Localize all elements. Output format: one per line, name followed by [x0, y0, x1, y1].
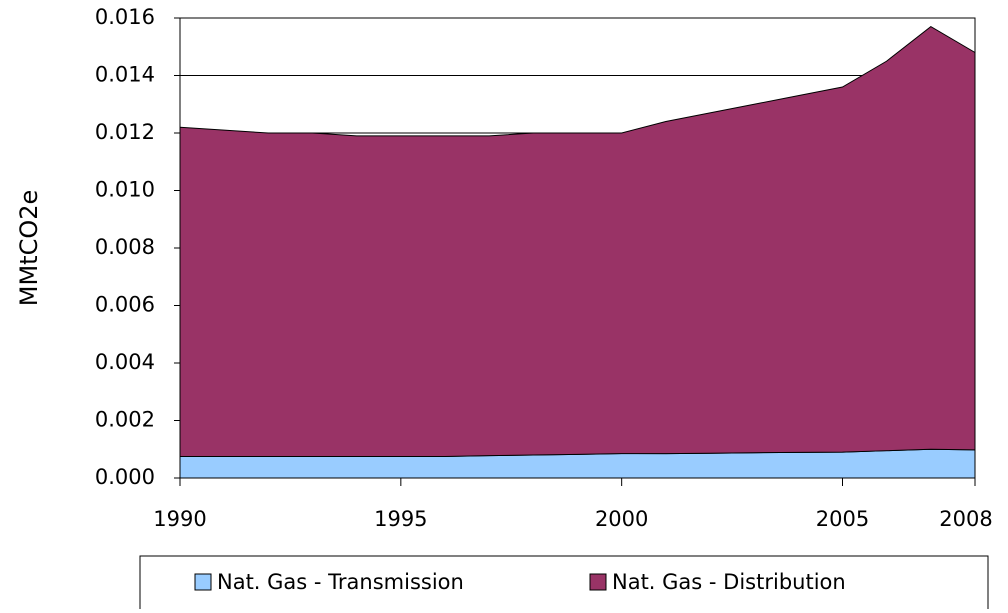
y-tick-label: 0.002 [95, 408, 155, 432]
y-tick-label: 0.012 [95, 120, 155, 144]
x-tick-label: 2008 [939, 507, 992, 531]
area [179, 26, 976, 457]
x-tick-label: 2000 [595, 507, 648, 531]
y-axis-label: MMtCO2e [15, 190, 43, 307]
y-tick-label: 0.014 [95, 63, 155, 87]
x-tick-label: 1990 [153, 507, 206, 531]
y-tick-label: 0.010 [95, 178, 155, 202]
legend-swatch [589, 573, 607, 591]
y-tick-label: 0.008 [95, 235, 155, 259]
y-tick-label: 0.000 [95, 465, 155, 489]
legend-label: Nat. Gas - Distribution [612, 570, 846, 594]
x-tick-label: 2005 [816, 507, 869, 531]
legend-swatch [194, 573, 212, 591]
x-tick-label: 1995 [374, 507, 427, 531]
plot-frame [179, 17, 976, 479]
legend-label: Nat. Gas - Transmission [217, 570, 464, 594]
legend-box [139, 555, 989, 613]
y-tick-label: 0.016 [95, 5, 155, 29]
y-tick-label: 0.006 [95, 293, 155, 317]
y-tick-label: 0.004 [95, 350, 155, 374]
